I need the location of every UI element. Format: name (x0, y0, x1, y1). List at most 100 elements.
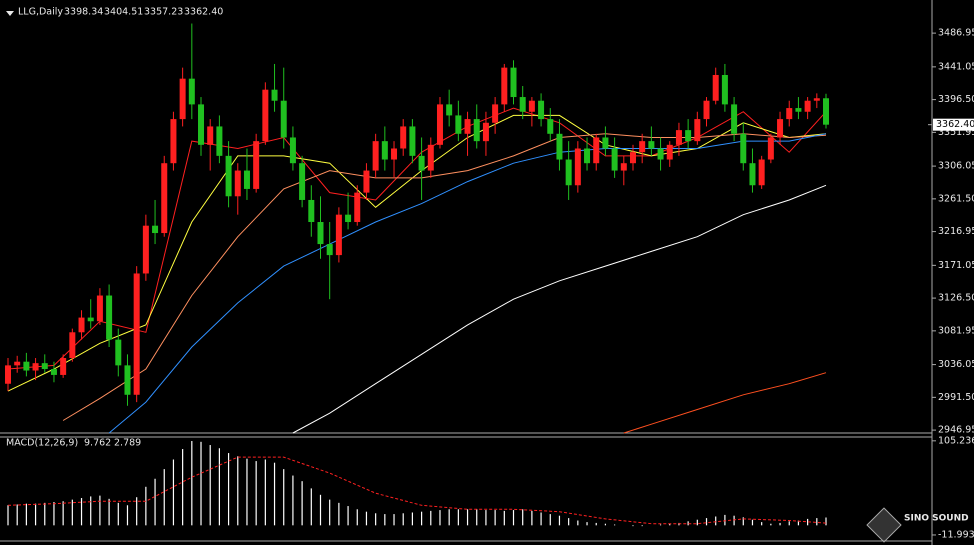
candle-body (657, 148, 664, 160)
candle-body (675, 130, 682, 145)
candle-body (473, 119, 480, 142)
candle-body (216, 126, 223, 156)
current-price-label: 3362.40 (936, 119, 974, 130)
candle-body (436, 104, 443, 145)
candle-body (60, 358, 67, 375)
logo-text: SINO SOUND (904, 514, 969, 524)
current-price-box (933, 118, 974, 131)
candle-body (823, 98, 829, 125)
chart-symbol: LLG,Daily (18, 7, 63, 18)
candle-body (795, 108, 802, 112)
candle-body (170, 119, 177, 164)
y-tick-label: 3486.95 (938, 28, 974, 39)
candle-body (23, 361, 30, 371)
candle-body (786, 108, 793, 120)
candle-body (50, 369, 57, 375)
candle-body (666, 144, 673, 160)
candle-body (271, 89, 278, 101)
candle-body (629, 152, 636, 164)
candle-body (41, 363, 48, 370)
header-close: 3362.40 (184, 7, 223, 18)
y-tick-label: 3171.05 (938, 260, 974, 271)
candle-body (409, 126, 416, 156)
header-low: 3357.23 (144, 7, 183, 18)
signal-value: 2.789 (114, 438, 141, 449)
menu-arrow (6, 11, 14, 16)
candle-body (492, 104, 499, 123)
candle-body (78, 317, 85, 333)
candle-body (593, 137, 600, 164)
candle-body (740, 133, 747, 164)
candle-body (133, 273, 140, 395)
candle-body (124, 365, 131, 395)
y-tick-label: 2946.95 (938, 425, 974, 436)
candle-body (721, 74, 728, 105)
moving-average (108, 133, 827, 434)
candle-body (115, 339, 122, 366)
y-tick-label: 3441.05 (938, 61, 974, 72)
moving-average (62, 133, 827, 421)
candle-body (556, 133, 563, 160)
candle-body (731, 104, 738, 134)
candle-body (381, 141, 388, 160)
candle-body (354, 192, 361, 223)
candle-body (804, 100, 811, 112)
candle-body (446, 104, 453, 116)
candle-body (5, 365, 11, 384)
candle-body (32, 363, 39, 371)
signal-line (7, 456, 827, 525)
candle-body (326, 244, 333, 256)
y-tick-label: 3306.05 (938, 161, 974, 172)
y-tick-label: 3396.50 (938, 94, 974, 105)
candle-body (225, 155, 232, 197)
candle-body (758, 159, 765, 186)
candle-body (712, 74, 719, 101)
candle-body (372, 141, 379, 171)
candle-body (418, 155, 425, 171)
candle-body (767, 137, 774, 160)
candle-body (152, 225, 159, 234)
y-tick-label: 3081.95 (938, 325, 974, 336)
candle-body (639, 141, 646, 153)
candle-body (611, 148, 618, 171)
candle-body (510, 67, 517, 98)
candle-body (749, 163, 756, 186)
candle-body (813, 98, 820, 101)
y-tick-label: 3126.50 (938, 293, 974, 304)
candle-body (106, 295, 113, 340)
candle-body (243, 170, 250, 189)
y-tick-label: 3216.95 (938, 226, 974, 237)
candle-body (574, 148, 581, 186)
candle-body (685, 130, 692, 142)
candle-body (694, 119, 701, 142)
candle-body (14, 361, 21, 366)
y-tick-label: 105.236 (938, 435, 974, 446)
candle-body (96, 295, 103, 322)
candle-body (198, 104, 205, 145)
candle-body (69, 332, 76, 359)
candle-body (565, 159, 572, 186)
candle-body (538, 100, 545, 120)
candle-body (455, 115, 462, 134)
header-high: 3404.51 (104, 7, 143, 18)
candle-body (648, 141, 655, 149)
candle-body (262, 89, 269, 142)
candle-body (234, 170, 241, 197)
candle-body (188, 78, 195, 105)
y-tick-label: 2991.50 (938, 392, 974, 403)
y-tick-label: 3351.95 (938, 127, 974, 138)
y-tick-label: 3261.50 (938, 193, 974, 204)
candle-body (464, 119, 471, 134)
candle-body (482, 122, 489, 142)
candle-body (308, 199, 315, 223)
candle-body (253, 141, 260, 189)
candle-body (299, 163, 306, 200)
moving-average (292, 184, 827, 434)
candle-body (289, 137, 296, 164)
candle-body (179, 78, 186, 120)
y-tick-label: -11.993 (938, 529, 974, 540)
candle-body (519, 97, 526, 112)
candle-body (335, 214, 342, 256)
